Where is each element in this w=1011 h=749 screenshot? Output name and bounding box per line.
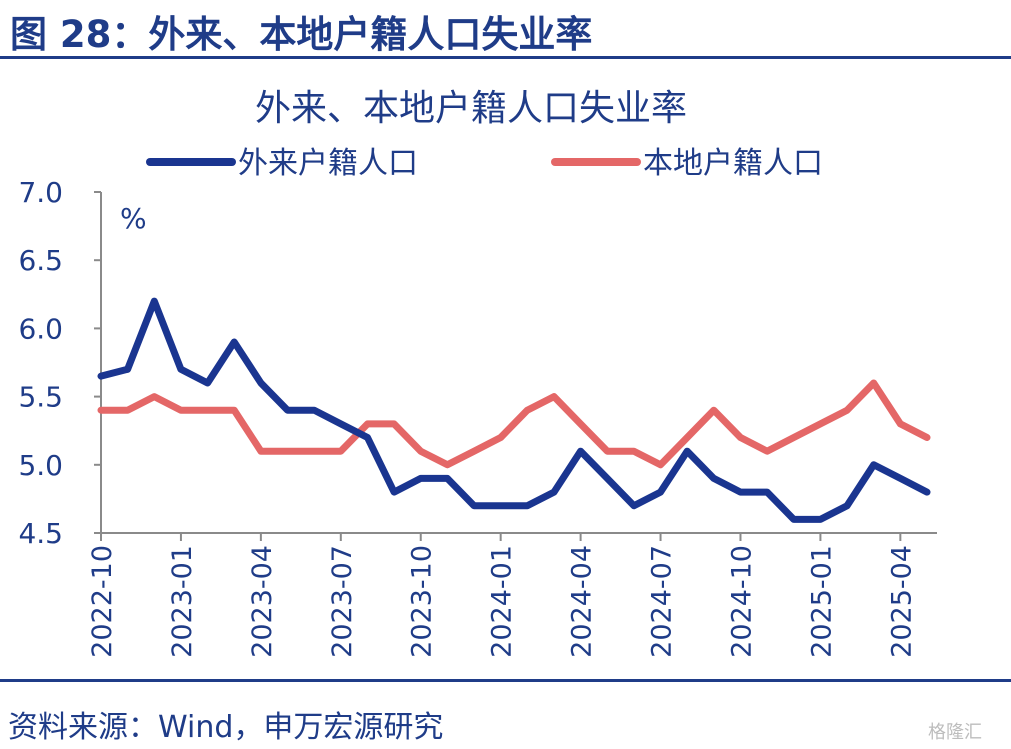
chart-title: 外来、本地户籍人口失业率: [255, 88, 687, 129]
x-axis: 2022-10 2023-01 2023-04 2023-07 2023-10 2024-…: [87, 532, 937, 658]
x-tick-label: 2024-10: [726, 545, 757, 658]
y-axis: 7.0 6.5 6.0 5.5 5.0 4.5: [18, 176, 102, 550]
x-tick-label: 2023-10: [407, 545, 438, 658]
x-tick-label: 2022-10: [87, 545, 118, 658]
watermark: 格隆汇: [928, 722, 982, 743]
x-tick-label: 2023-07: [327, 545, 358, 658]
y-tick-label: 5.5: [18, 381, 63, 414]
y-tick-label: 6.0: [18, 312, 63, 345]
y-axis-unit-label: %: [120, 202, 147, 235]
series-group: [97, 379, 931, 469]
migrant-series-line: [97, 297, 931, 523]
x-tick-label: 2023-04: [247, 545, 278, 658]
source-note: 资料来源：Wind，申万宏源研究: [8, 710, 444, 745]
y-tick-label: 7.0: [18, 176, 63, 209]
series-group: [97, 297, 931, 523]
series-layer: [97, 297, 931, 523]
footer-divider: [0, 679, 1011, 682]
x-tick-label: 2024-07: [647, 545, 678, 658]
legend-label: 外来户籍人口: [238, 146, 418, 181]
figure-header: 图 28：外来、本地户籍人口失业率: [0, 0, 1011, 59]
x-tick-label: 2024-01: [487, 545, 518, 658]
figure-title: 图 28：外来、本地户籍人口失业率: [10, 13, 593, 56]
x-tick-label: 2023-01: [167, 545, 198, 658]
y-tick-label: 5.0: [18, 449, 63, 482]
y-tick-label: 6.5: [18, 244, 63, 277]
x-tick-label: 2025-01: [806, 545, 837, 658]
y-tick-label: 4.5: [18, 517, 63, 550]
local-series-line: [97, 379, 931, 469]
legend-label: 本地户籍人口: [643, 146, 823, 181]
legend: 外来户籍人口 本地户籍人口: [146, 146, 823, 181]
x-tick-label: 2025-04: [886, 545, 917, 658]
x-tick-label: 2024-04: [567, 545, 598, 658]
